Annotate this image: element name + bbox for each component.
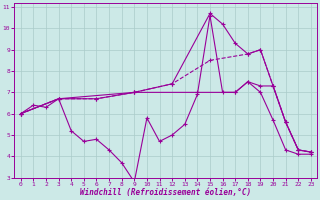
X-axis label: Windchill (Refroidissement éolien,°C): Windchill (Refroidissement éolien,°C) (80, 188, 252, 197)
